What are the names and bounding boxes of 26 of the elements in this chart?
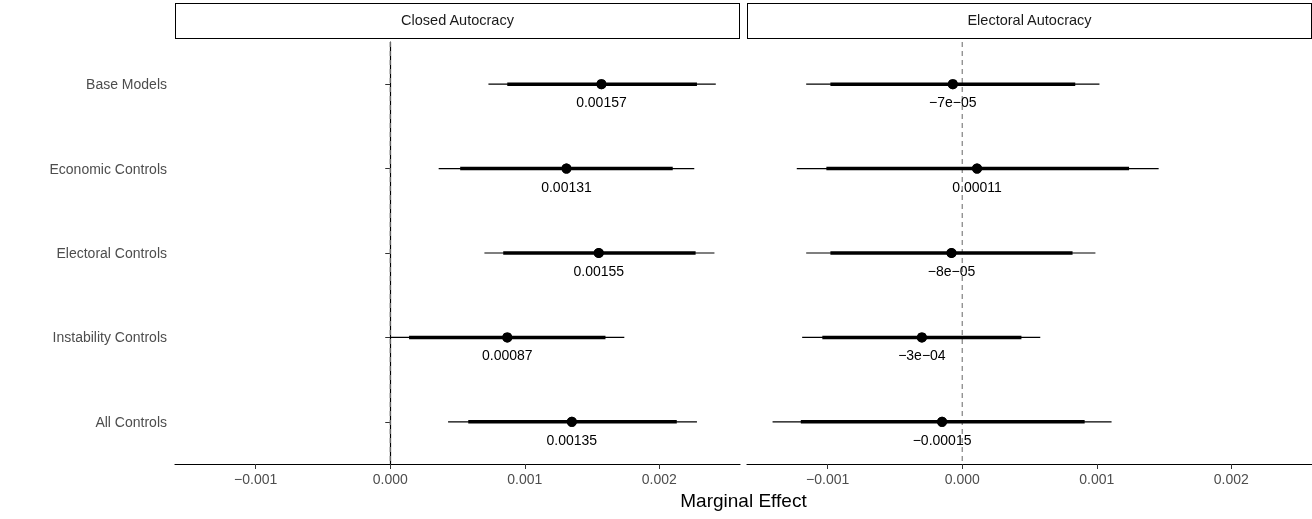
x-tick-label: 0.001: [1079, 471, 1115, 487]
y-tick-label: Base Models: [86, 76, 167, 93]
x-axis-title: Marginal Effect: [679, 490, 808, 512]
chart-title: Closed Autocracy: [175, 3, 740, 39]
data-label: −3e−04: [898, 347, 946, 364]
x-tick-label: 0.001: [507, 471, 543, 487]
data-label: 0.00157: [576, 94, 627, 111]
data-label: −7e−05: [929, 94, 977, 111]
x-tick-label: 0.002: [1213, 471, 1250, 487]
data-label: 0.00011: [952, 178, 1003, 195]
data-label: 0.00135: [546, 431, 598, 448]
data-label: 0.00155: [573, 263, 625, 279]
y-tick-label: Instability Controls: [52, 329, 167, 346]
y-tick-label: Economic Controls: [49, 160, 167, 177]
data-label: −8e−05: [927, 263, 976, 279]
x-tick-label: −0.001: [234, 471, 278, 487]
y-tick-label: All Controls: [95, 413, 167, 430]
data-label: 0.00131: [541, 178, 592, 195]
x-tick-label: 0.002: [641, 471, 678, 487]
x-tick-label: 0.000: [372, 471, 408, 487]
data-label: 0.00087: [481, 347, 533, 364]
y-tick-label: Electoral Controls: [56, 245, 167, 261]
data-label: −0.00015: [912, 431, 972, 448]
x-tick-label: −0.001: [806, 471, 850, 487]
chart-title: Electoral Autocracy: [747, 3, 1312, 39]
x-tick-label: 0.000: [944, 471, 980, 487]
